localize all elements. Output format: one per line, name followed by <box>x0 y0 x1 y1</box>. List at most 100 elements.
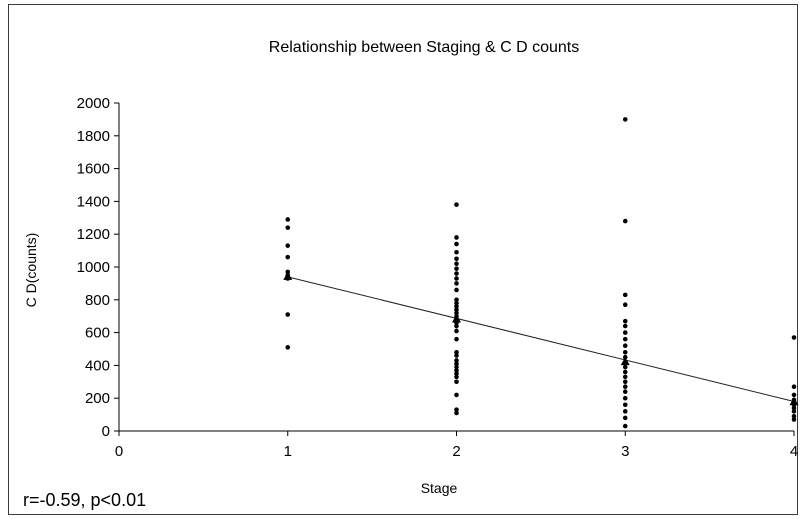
data-point <box>454 297 459 303</box>
data-point <box>454 364 459 370</box>
data-point <box>454 392 459 398</box>
data-point <box>791 384 797 390</box>
x-tick-label: 4 <box>790 443 798 460</box>
data-point <box>622 354 628 360</box>
data-point <box>622 395 628 401</box>
data-point <box>454 368 459 373</box>
chart-frame: Relationship between Staging & C D count… <box>8 4 799 515</box>
data-point <box>454 410 459 416</box>
data-point <box>791 392 797 398</box>
data-point <box>285 217 291 222</box>
data-point <box>622 423 628 429</box>
y-tick-label: 1000 <box>77 259 110 276</box>
data-point <box>622 343 628 349</box>
data-point <box>622 218 628 224</box>
x-tick-label: 2 <box>452 443 460 460</box>
axes: 0 200 400 600 800 1000 1200 1400 1600 1800 2000 0 1 2… <box>77 95 799 460</box>
data-point <box>454 313 459 319</box>
data-point <box>454 317 459 322</box>
trend-line <box>287 276 795 402</box>
data-point <box>454 256 459 262</box>
y-tick-label: 0 <box>102 423 110 440</box>
data-point <box>454 241 459 247</box>
data-point <box>791 413 797 419</box>
data-point <box>454 304 459 309</box>
x-tick-label: 3 <box>621 443 629 460</box>
data-point <box>454 310 459 316</box>
trend-line-group <box>287 276 795 402</box>
data-point <box>791 409 797 414</box>
chart-title: Relationship between Staging & C D count… <box>269 39 579 56</box>
data-point <box>791 405 797 411</box>
data-point <box>454 300 459 306</box>
data-point <box>791 402 797 408</box>
data-point <box>454 371 459 376</box>
data-point <box>622 384 628 390</box>
data-point <box>454 249 459 255</box>
x-axis-label: Stage <box>421 480 458 496</box>
data-point <box>285 225 291 230</box>
data-point <box>622 359 628 365</box>
data-point <box>454 307 459 312</box>
x-tick-label: 0 <box>115 443 123 460</box>
data-point <box>622 336 628 342</box>
data-point <box>454 374 459 380</box>
y-tick-label: 200 <box>85 390 110 407</box>
y-tick-label: 800 <box>85 292 110 309</box>
data-point <box>622 374 628 380</box>
data-point <box>454 320 459 326</box>
data-point <box>622 402 628 408</box>
data-point <box>454 407 459 412</box>
data-point <box>454 353 459 358</box>
y-tick-label: 2000 <box>77 95 110 112</box>
data-point <box>454 276 459 281</box>
data-point <box>285 269 291 275</box>
data-point <box>285 276 291 281</box>
data-point <box>454 336 459 342</box>
data-point <box>454 349 459 355</box>
data-point <box>622 292 628 298</box>
data-point <box>454 287 459 293</box>
y-tick-label: 1200 <box>77 226 110 243</box>
data-point <box>454 235 459 240</box>
data-point <box>454 328 459 334</box>
data-point <box>622 117 628 122</box>
y-tick-label: 600 <box>85 325 110 342</box>
data-point <box>454 379 459 385</box>
data-point <box>454 261 459 267</box>
data-point <box>791 335 797 340</box>
data-point <box>454 281 459 286</box>
y-tick-label: 1600 <box>77 161 110 178</box>
data-point <box>285 254 291 260</box>
data-point <box>622 302 628 308</box>
scatter-chart: Relationship between Staging & C D count… <box>23 39 799 510</box>
data-points <box>285 117 797 429</box>
x-tick-label: 1 <box>284 443 292 460</box>
data-point <box>622 389 628 394</box>
correlation-annotation: r=-0.59, p<0.01 <box>23 490 146 510</box>
data-point <box>622 415 628 421</box>
data-point <box>454 271 459 276</box>
data-point <box>454 361 459 367</box>
data-point <box>454 358 459 363</box>
y-tick-label: 400 <box>85 357 110 374</box>
data-point <box>791 397 797 403</box>
data-point <box>622 323 628 329</box>
data-point <box>285 243 291 248</box>
y-tick-label: 1400 <box>77 193 110 210</box>
data-point <box>622 364 628 370</box>
data-point <box>454 202 459 207</box>
data-point <box>622 330 628 335</box>
data-point <box>622 318 628 324</box>
data-point <box>285 272 291 278</box>
data-point <box>622 349 628 355</box>
data-point <box>454 266 459 271</box>
data-point <box>454 323 459 329</box>
y-tick-label: 1800 <box>77 128 110 145</box>
group-means <box>283 271 799 406</box>
y-axis-label: C D(counts) <box>23 233 39 308</box>
data-point <box>285 312 291 317</box>
data-point <box>622 379 628 385</box>
data-point <box>285 345 291 350</box>
data-point <box>791 417 797 422</box>
